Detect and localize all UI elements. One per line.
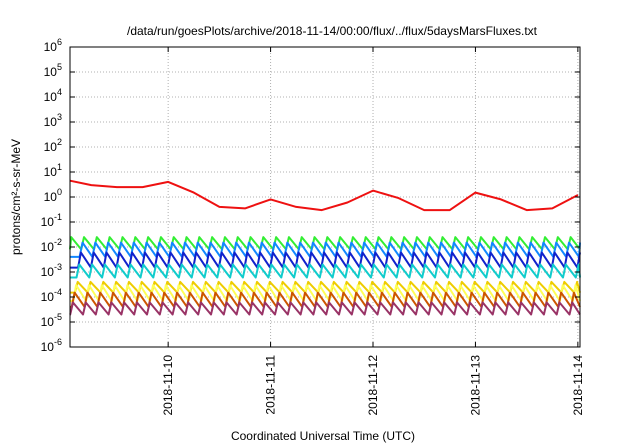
- y-tick-label: 10-2: [41, 237, 62, 254]
- y-tick-label: 10-5: [41, 312, 62, 329]
- y-tick-label: 105: [44, 62, 62, 79]
- x-axis: 2018-11-10 2018-11-11 2018-11-12 2018-11-13…: [161, 47, 585, 416]
- y-tick-label: 104: [44, 87, 62, 104]
- series-line-8: [70, 291, 581, 308]
- y-tick-label: 100: [44, 187, 62, 204]
- x-tick-label: 2018-11-13: [468, 355, 482, 416]
- y-axis-label: protons/cm²-s-sr-MeV: [9, 139, 23, 255]
- y-tick-label: 10-3: [41, 262, 62, 279]
- y-tick-label: 101: [44, 162, 62, 179]
- chart-title: /data/run/goesPlots/archive/2018-11-14/0…: [127, 24, 538, 38]
- y-tick-label: 10-6: [41, 337, 62, 354]
- series-group: [69, 179, 581, 316]
- y-tick-label: 10-1: [41, 212, 62, 229]
- y-tick-label: 106: [44, 37, 62, 54]
- x-tick-label: 2018-11-14: [571, 355, 585, 416]
- y-tick-label: 103: [44, 112, 62, 129]
- y-axis: 10-6 10-5 10-4 10-3 10-2 10-1 100 101 102 103 104 1…: [41, 37, 580, 354]
- series-line-9: [69, 301, 581, 316]
- series-line-5: [70, 263, 581, 279]
- series-line-1: [69, 179, 579, 212]
- x-axis-label: Coordinated Universal Time (UTC): [231, 429, 415, 443]
- y-tick-label: 102: [44, 137, 62, 154]
- x-tick-label: 2018-11-11: [264, 355, 278, 415]
- x-tick-label: 2018-11-12: [366, 355, 380, 416]
- series-line-4: [70, 251, 581, 269]
- y-tick-label: 10-4: [41, 287, 62, 304]
- x-tick-label: 2018-11-10: [161, 355, 175, 416]
